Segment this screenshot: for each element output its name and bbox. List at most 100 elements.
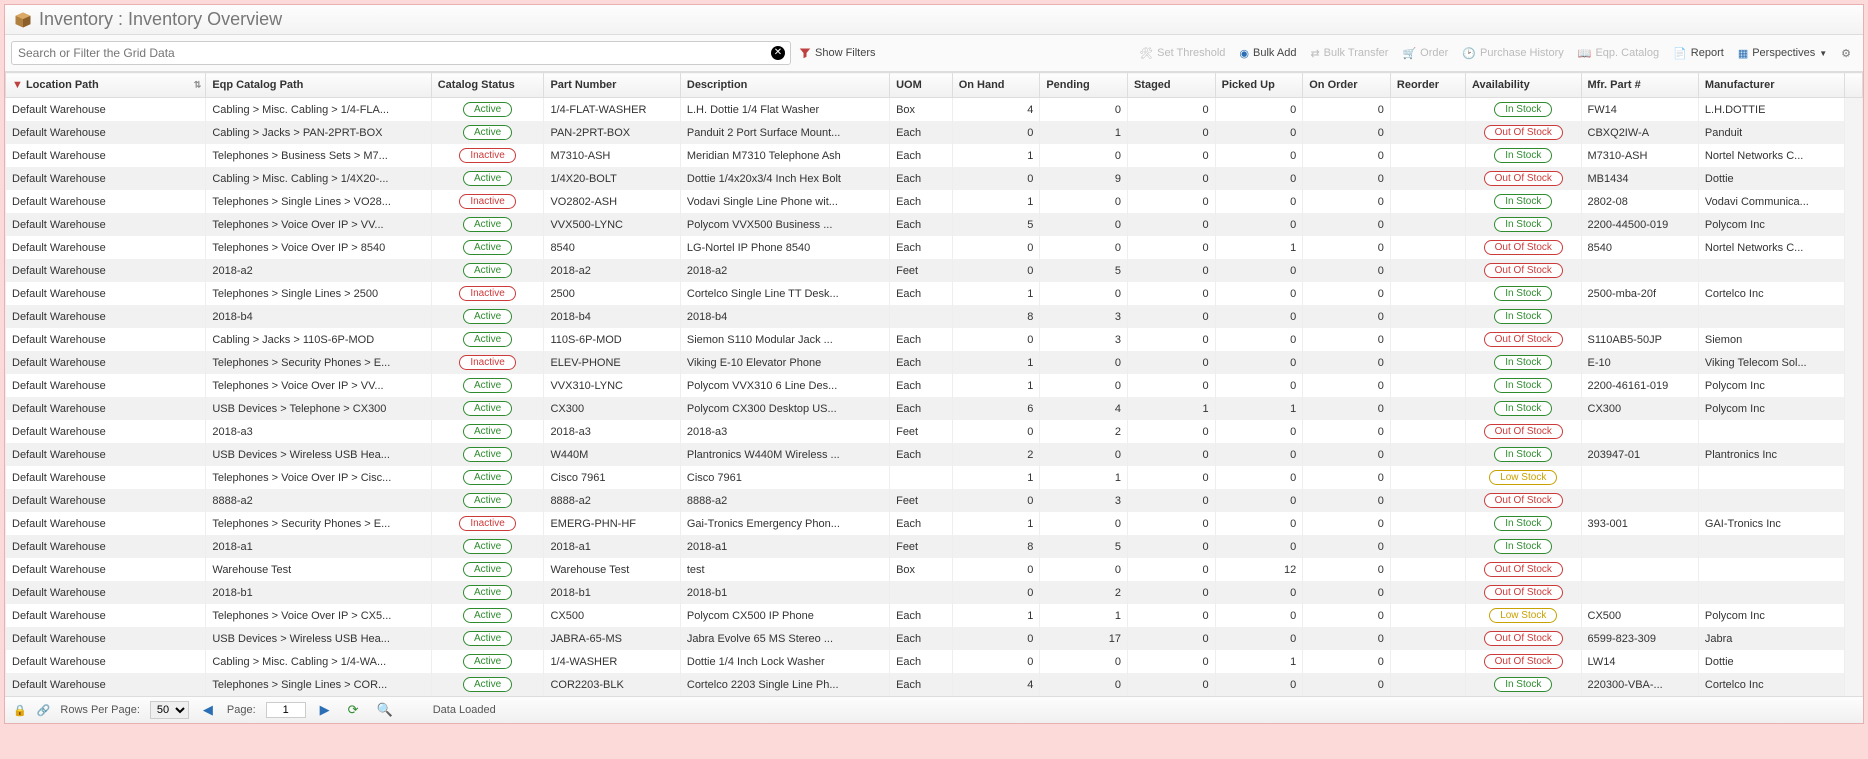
bulk-transfer-icon: ⇄	[1310, 47, 1319, 60]
cell: M7310-ASH	[544, 144, 680, 167]
availability-badge: In Stock	[1494, 401, 1552, 416]
zoom-button[interactable]: 🔍	[373, 702, 397, 718]
table-row[interactable]: Default WarehouseUSB Devices > Wireless …	[6, 627, 1863, 650]
cell: Plantronics Inc	[1698, 443, 1844, 466]
table-row[interactable]: Default Warehouse2018-a3Active2018-a3201…	[6, 420, 1863, 443]
table-row[interactable]: Default WarehouseTelephones > Voice Over…	[6, 374, 1863, 397]
col-manufacturer[interactable]: Manufacturer	[1698, 73, 1844, 98]
cell: Default Warehouse	[6, 374, 206, 397]
col-pending[interactable]: Pending	[1040, 73, 1128, 98]
cell: Each	[890, 374, 953, 397]
lock-icon[interactable]: 🔒	[13, 704, 27, 717]
cell-availability: In Stock	[1466, 351, 1582, 374]
table-row[interactable]: Default WarehouseTelephones > Voice Over…	[6, 604, 1863, 627]
col-uom[interactable]: UOM	[890, 73, 953, 98]
cell	[890, 305, 953, 328]
cell: 1	[952, 144, 1040, 167]
settings-gear-button[interactable]: ⚙	[1835, 44, 1857, 63]
cell: Cabling > Misc. Cabling > 1/4-FLA...	[206, 98, 431, 122]
table-row[interactable]: Default WarehouseTelephones > Security P…	[6, 351, 1863, 374]
table-row[interactable]: Default WarehouseTelephones > Voice Over…	[6, 213, 1863, 236]
col-eqp-catalog-path[interactable]: Eqp Catalog Path	[206, 73, 431, 98]
table-row[interactable]: Default WarehouseUSB Devices > Wireless …	[6, 443, 1863, 466]
cell: Telephones > Voice Over IP > CX5...	[206, 604, 431, 627]
table-row[interactable]: Default WarehouseTelephones > Voice Over…	[6, 236, 1863, 259]
cell: Telephones > Voice Over IP > 8540	[206, 236, 431, 259]
page-input[interactable]	[266, 702, 306, 718]
link-icon[interactable]: 🔗	[37, 704, 51, 717]
bulk-transfer-button[interactable]: ⇄ Bulk Transfer	[1304, 44, 1394, 63]
cell: Telephones > Security Phones > E...	[206, 351, 431, 374]
table-row[interactable]: Default Warehouse8888-a2Active8888-a2888…	[6, 489, 1863, 512]
purchase-history-button[interactable]: 🕑 Purchase History	[1456, 44, 1569, 63]
availability-badge: In Stock	[1494, 309, 1552, 324]
col-description[interactable]: Description	[680, 73, 889, 98]
perspectives-button[interactable]: ▦ Perspectives ▼	[1732, 44, 1833, 63]
availability-badge: In Stock	[1494, 355, 1552, 370]
cell-availability: In Stock	[1466, 512, 1582, 535]
table-row[interactable]: Default WarehouseCabling > Misc. Cabling…	[6, 98, 1863, 122]
col-on-order[interactable]: On Order	[1303, 73, 1391, 98]
table-row[interactable]: Default Warehouse2018-b4Active2018-b4201…	[6, 305, 1863, 328]
availability-badge: Out Of Stock	[1484, 424, 1563, 439]
table-row[interactable]: Default WarehouseTelephones > Business S…	[6, 144, 1863, 167]
rows-per-page-select[interactable]: 50	[150, 701, 189, 719]
col-part-number[interactable]: Part Number	[544, 73, 680, 98]
cell	[1390, 466, 1465, 489]
col-reorder[interactable]: Reorder	[1390, 73, 1465, 98]
cell	[890, 466, 953, 489]
cell	[1698, 259, 1844, 282]
rows-per-page-label: Rows Per Page:	[60, 704, 139, 716]
scroll-gutter	[1845, 98, 1863, 122]
cell-availability: Out Of Stock	[1466, 236, 1582, 259]
cell	[1390, 512, 1465, 535]
set-threshold-button[interactable]: 🛠 Set Threshold	[1133, 44, 1231, 63]
show-filters-button[interactable]: Show Filters	[793, 44, 882, 62]
cell: 0	[1040, 351, 1128, 374]
cell: 1	[1215, 397, 1303, 420]
clear-search-icon[interactable]: ✕	[771, 46, 785, 60]
eqp-catalog-button[interactable]: 📖 Eqp. Catalog	[1572, 44, 1665, 63]
cell-status: Active	[431, 581, 544, 604]
col-catalog-status[interactable]: Catalog Status	[431, 73, 544, 98]
table-row[interactable]: Default WarehouseTelephones > Single Lin…	[6, 673, 1863, 696]
cell: GAI-Tronics Inc	[1698, 512, 1844, 535]
table-row[interactable]: Default WarehouseCabling > Jacks > 110S-…	[6, 328, 1863, 351]
table-row[interactable]: Default Warehouse2018-b1Active2018-b1201…	[6, 581, 1863, 604]
cell: Each	[890, 328, 953, 351]
table-row[interactable]: Default WarehouseWarehouse TestActiveWar…	[6, 558, 1863, 581]
cell: E-10	[1581, 351, 1698, 374]
refresh-button[interactable]: ⟳	[344, 702, 363, 718]
table-row[interactable]: Default WarehouseCabling > Jacks > PAN-2…	[6, 121, 1863, 144]
cell: 0	[1215, 604, 1303, 627]
report-button[interactable]: 📄 Report	[1667, 44, 1730, 63]
wrench-icon: 🛠	[1139, 47, 1153, 60]
status-badge: Inactive	[459, 194, 515, 209]
status-badge: Active	[463, 309, 512, 324]
cell: 0	[1303, 213, 1391, 236]
col-picked-up[interactable]: Picked Up	[1215, 73, 1303, 98]
table-row[interactable]: Default Warehouse2018-a2Active2018-a2201…	[6, 259, 1863, 282]
col-availability[interactable]: Availability	[1466, 73, 1582, 98]
table-row[interactable]: Default Warehouse2018-a1Active2018-a1201…	[6, 535, 1863, 558]
page-next-button[interactable]: ▶	[316, 702, 334, 718]
table-row[interactable]: Default WarehouseTelephones > Security P…	[6, 512, 1863, 535]
table-row[interactable]: Default WarehouseTelephones > Single Lin…	[6, 282, 1863, 305]
col-staged[interactable]: Staged	[1127, 73, 1215, 98]
availability-badge: Out Of Stock	[1484, 562, 1563, 577]
search-input[interactable]	[11, 41, 791, 65]
cell: Each	[890, 144, 953, 167]
col-mfr-part[interactable]: Mfr. Part #	[1581, 73, 1698, 98]
table-row[interactable]: Default WarehouseTelephones > Single Lin…	[6, 190, 1863, 213]
col-on-hand[interactable]: On Hand	[952, 73, 1040, 98]
page-prev-button[interactable]: ◀	[199, 702, 217, 718]
bulk-add-button[interactable]: ◉ Bulk Add	[1233, 44, 1302, 63]
order-button[interactable]: 🛒 Order	[1396, 44, 1454, 63]
table-row[interactable]: Default WarehouseTelephones > Voice Over…	[6, 466, 1863, 489]
table-row[interactable]: Default WarehouseCabling > Misc. Cabling…	[6, 167, 1863, 190]
scroll-gutter	[1845, 397, 1863, 420]
col-location-path[interactable]: ▼ Location Path ⇅	[6, 73, 206, 98]
cart-icon: 🛒	[1402, 47, 1416, 60]
table-row[interactable]: Default WarehouseUSB Devices > Telephone…	[6, 397, 1863, 420]
table-row[interactable]: Default WarehouseCabling > Misc. Cabling…	[6, 650, 1863, 673]
